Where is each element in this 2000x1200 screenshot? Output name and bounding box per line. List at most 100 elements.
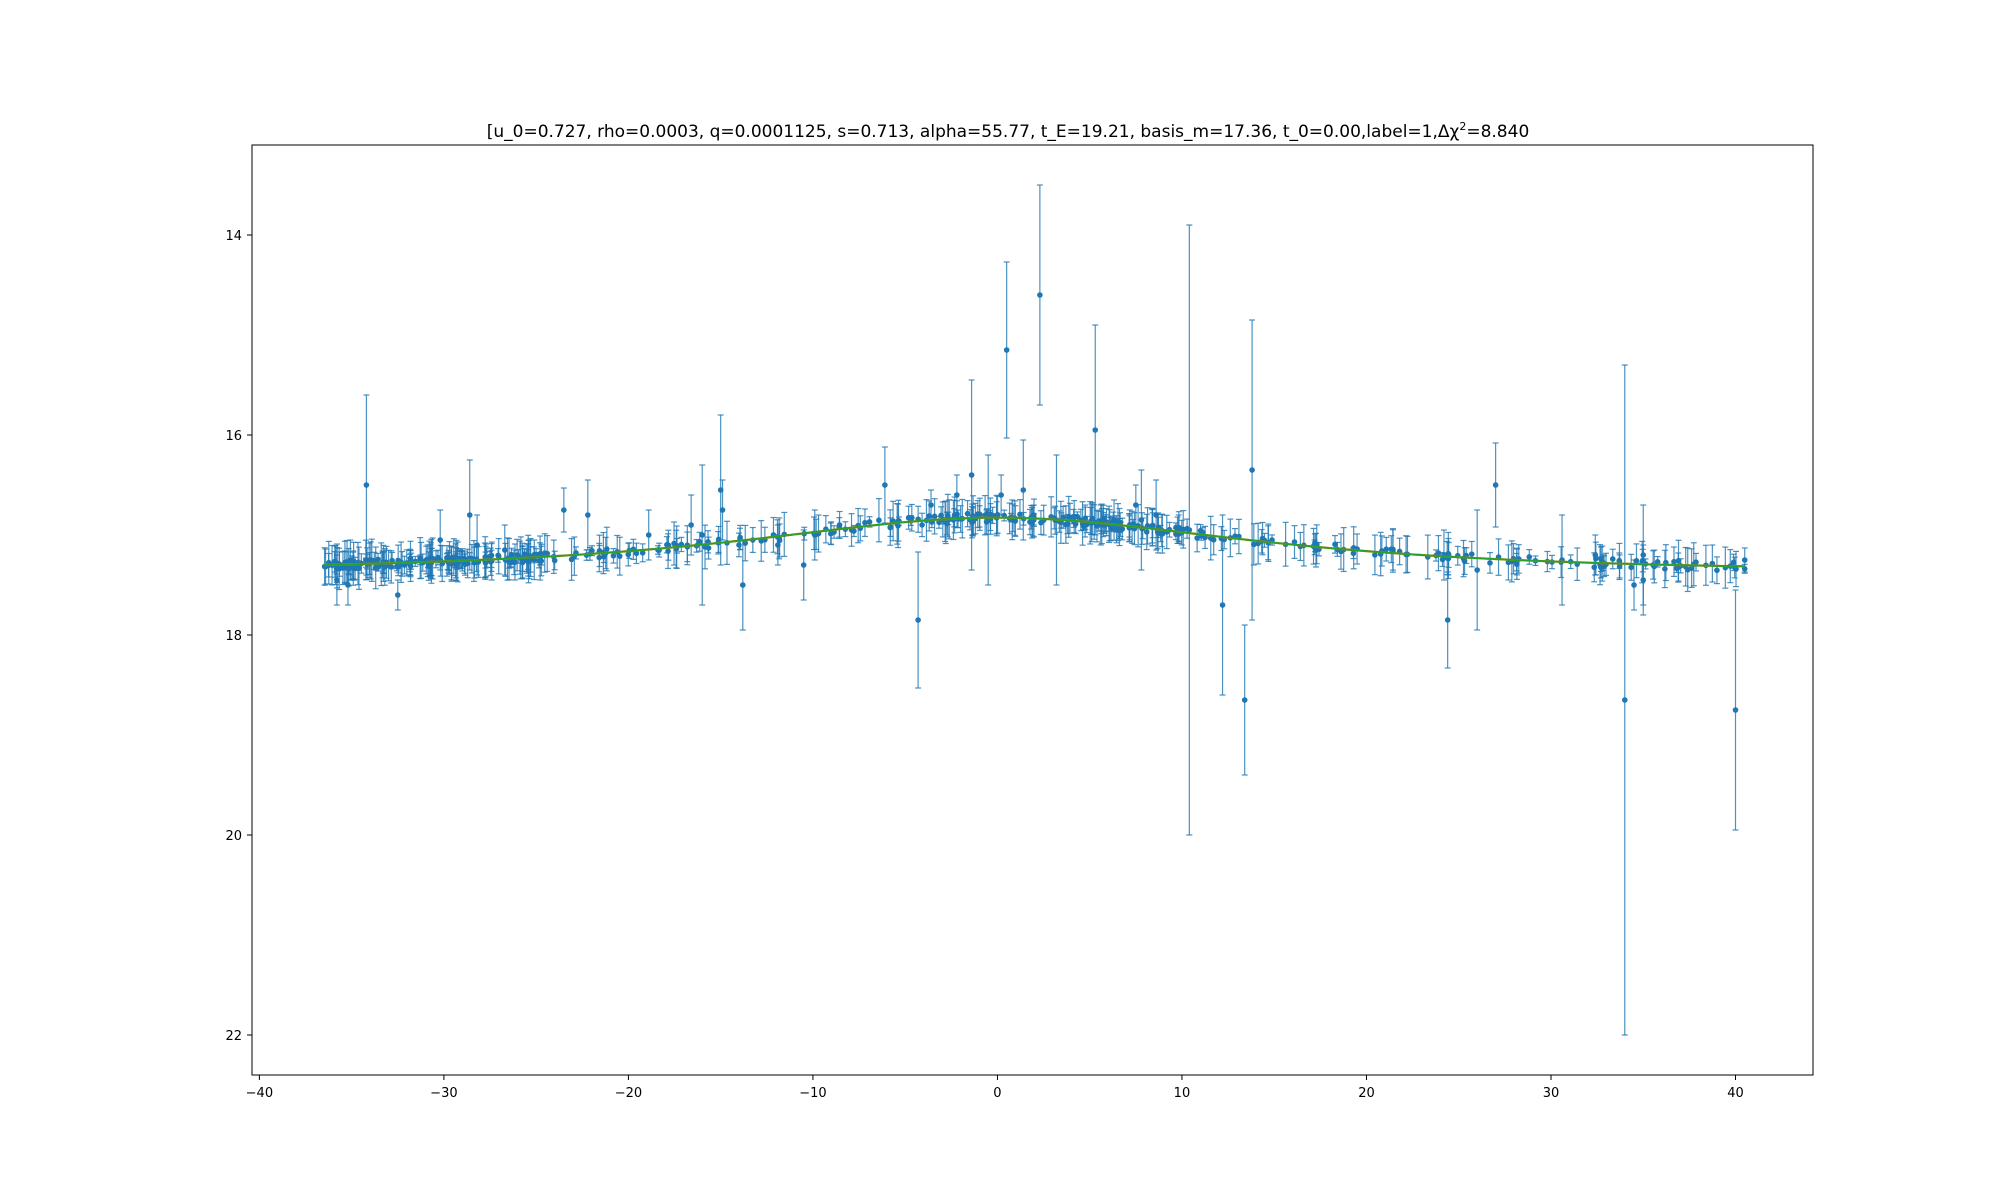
y-tick-label: 14: [225, 229, 242, 244]
data-marker: [775, 542, 781, 548]
data-marker: [1435, 550, 1442, 556]
data-point: [560, 487, 567, 533]
data-marker: [998, 492, 1004, 498]
data-point: [633, 542, 640, 565]
data-marker: [909, 514, 915, 521]
data-marker: [1092, 427, 1099, 433]
data-point: [887, 517, 894, 538]
data-marker: [1733, 566, 1739, 572]
data-point: [1186, 224, 1193, 836]
data-marker: [1445, 550, 1452, 557]
data-marker: [1684, 566, 1691, 573]
data-marker: [974, 511, 981, 517]
chart-title-superscript: 2: [1459, 120, 1466, 133]
data-marker: [1383, 546, 1390, 552]
data-marker: [633, 550, 640, 557]
data-marker: [610, 553, 617, 559]
x-tick-label: 20: [1358, 1086, 1375, 1101]
data-marker: [944, 520, 950, 527]
data-point: [466, 459, 473, 571]
data-marker: [344, 558, 350, 565]
data-marker: [1133, 502, 1139, 508]
data-marker: [1592, 552, 1599, 558]
data-point: [645, 509, 652, 561]
data-marker: [1003, 347, 1010, 353]
data-point: [482, 536, 489, 579]
data-point: [1241, 624, 1248, 776]
data-marker: [1186, 527, 1193, 533]
data-marker: [363, 482, 370, 488]
data-marker: [1027, 519, 1033, 525]
data-marker: [1675, 557, 1682, 564]
data-marker: [1492, 482, 1499, 488]
data-point: [625, 542, 632, 567]
data-point: [1020, 439, 1027, 541]
data-marker: [1526, 554, 1533, 560]
data-marker: [474, 542, 480, 548]
data-point: [1157, 524, 1164, 543]
data-marker: [1064, 521, 1071, 527]
data-marker: [964, 510, 971, 517]
data-point: [964, 499, 971, 528]
data-point: [639, 543, 646, 563]
data-point: [1291, 525, 1298, 559]
data-point: [811, 509, 818, 561]
data-point: [915, 551, 922, 689]
data-marker: [696, 538, 703, 545]
data-point: [1175, 511, 1182, 545]
data-point: [1138, 469, 1145, 571]
data-point: [1474, 509, 1481, 631]
chart-title-tail: =8.840: [1466, 122, 1529, 142]
data-point: [931, 498, 938, 535]
data-marker: [428, 556, 434, 562]
data-marker: [882, 482, 888, 488]
data-point: [1628, 553, 1635, 581]
y-tick-label: 18: [225, 629, 242, 644]
data-point: [538, 545, 545, 577]
data-marker: [1082, 515, 1089, 522]
data-point: [462, 552, 469, 576]
data-point: [719, 479, 726, 541]
data-point: [1143, 513, 1150, 551]
data-marker: [931, 513, 938, 520]
data-marker: [1020, 487, 1027, 493]
data-point: [974, 499, 981, 529]
data-marker: [1671, 558, 1677, 565]
data-point: [1741, 547, 1748, 573]
data-marker: [334, 577, 340, 583]
data-point: [774, 524, 781, 566]
data-marker: [1291, 539, 1298, 545]
data-marker: [482, 554, 489, 560]
data-point: [1621, 364, 1628, 1036]
data-point: [943, 511, 950, 536]
data-marker: [800, 562, 807, 568]
model-curve: [323, 516, 1745, 568]
data-marker: [1176, 524, 1182, 531]
data-point: [919, 512, 926, 538]
data-marker: [1631, 582, 1637, 588]
data-marker: [1138, 517, 1145, 523]
y-tick-label: 16: [225, 429, 242, 444]
data-point: [1030, 504, 1037, 526]
data-point: [1445, 531, 1452, 576]
data-marker: [688, 522, 694, 528]
data-point: [875, 498, 882, 543]
data-point: [541, 533, 548, 573]
x-tick-label: −20: [615, 1086, 642, 1101]
data-marker: [915, 617, 921, 623]
data-marker: [437, 537, 444, 543]
data-marker: [1241, 697, 1248, 703]
data-point: [861, 508, 868, 538]
data-point: [1675, 539, 1682, 582]
data-point: [363, 394, 370, 576]
data-point: [1435, 534, 1442, 572]
data-marker: [811, 532, 818, 538]
data-point: [1149, 512, 1156, 539]
data-point: [427, 542, 434, 577]
data-point: [881, 446, 888, 524]
data-marker: [1640, 552, 1647, 558]
data-point: [1631, 559, 1638, 611]
data-point: [1486, 552, 1493, 574]
